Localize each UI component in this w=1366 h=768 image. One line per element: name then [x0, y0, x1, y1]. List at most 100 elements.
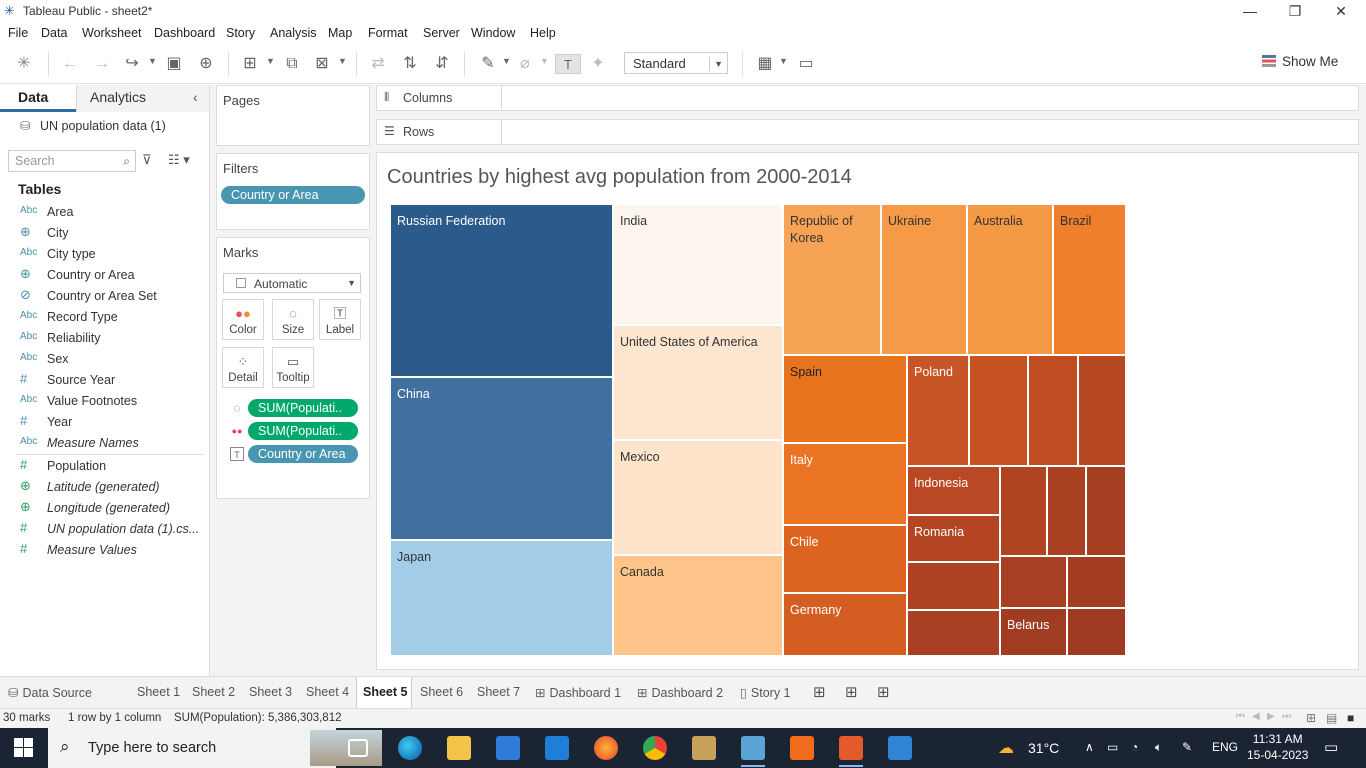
menu-worksheet[interactable]: Worksheet	[82, 26, 142, 40]
notification-icon[interactable]: ▭	[1324, 739, 1339, 756]
minimize-icon[interactable]: —	[1243, 3, 1257, 19]
filter-fields-icon[interactable]: ⊽	[142, 152, 152, 167]
store-icon[interactable]	[496, 736, 520, 760]
volume-icon[interactable]: 🔈︎	[1155, 740, 1163, 754]
field-population[interactable]: # Population	[20, 457, 107, 473]
treemap-cell[interactable]	[1028, 355, 1078, 466]
new-worksheet-dropdown-icon[interactable]: ▼	[266, 56, 275, 66]
task-view-icon[interactable]	[348, 739, 368, 757]
menu-story[interactable]: Story	[226, 26, 256, 40]
treemap-cell[interactable]: Russian Federation	[390, 204, 613, 377]
field-longitude[interactable]: ⊕ Longitude (generated)	[20, 499, 171, 515]
edge-icon[interactable]	[398, 736, 422, 760]
restore-icon[interactable]: ❐	[1288, 3, 1302, 19]
clear-sheet-icon[interactable]: ⊠	[315, 55, 329, 72]
file-explorer-icon[interactable]	[447, 736, 471, 760]
show-me-button[interactable]: Show Me	[1262, 54, 1338, 74]
treemap-cell[interactable]: Brazil	[1053, 204, 1126, 355]
filmstrip-icon[interactable]: ▤	[1326, 711, 1338, 725]
tooltip-button[interactable]: ▭ Tooltip	[272, 347, 314, 388]
pen-icon[interactable]: ✎	[1182, 740, 1193, 754]
group-members-icon[interactable]: ⌀	[520, 55, 530, 72]
field-country-or-area-set[interactable]: ⊘ Country or Area Set	[20, 287, 157, 303]
sort-descending-icon[interactable]: ⇵	[435, 55, 449, 72]
columns-shelf[interactable]: ⦀ Columns	[376, 85, 1359, 111]
field-source-year[interactable]: # Source Year	[20, 371, 116, 387]
tab-sheet-6[interactable]: Sheet 6	[420, 685, 464, 699]
fix-axes-icon[interactable]: ✦	[591, 55, 605, 72]
field-sex[interactable]: Abc Sex	[20, 352, 69, 366]
collapse-pane-icon[interactable]: ‹	[193, 89, 198, 105]
next-page-icon[interactable]: ▶	[1267, 711, 1275, 722]
show-mark-labels-icon[interactable]: T	[555, 54, 581, 74]
sheet-title[interactable]: Countries by highest avg population from…	[387, 166, 852, 188]
treemap-cell[interactable]: United States of America	[613, 325, 783, 440]
treemap-cell[interactable]	[1067, 608, 1126, 656]
treemap-cell[interactable]	[1047, 466, 1086, 556]
redo-icon[interactable]: →	[94, 55, 110, 72]
windows-start-icon[interactable]	[14, 738, 34, 758]
treemap-cell[interactable]	[1067, 556, 1126, 608]
size-pill-sum-population[interactable]: SUM(Populati..	[248, 399, 358, 417]
tab-data[interactable]: Data	[18, 89, 49, 105]
chrome-icon[interactable]	[643, 736, 667, 760]
pages-card[interactable]: Pages	[216, 85, 370, 146]
show-cards-icon[interactable]: ▦	[757, 55, 773, 72]
datasource-item[interactable]: ⛁ UN population data (1)	[20, 118, 166, 133]
treemap-cell[interactable]	[1086, 466, 1126, 556]
language-indicator[interactable]: ENG	[1212, 740, 1239, 754]
new-story-tab-icon[interactable]: ⊞	[877, 684, 890, 701]
label-pill-country[interactable]: Country or Area	[248, 445, 358, 463]
group-dropdown-icon[interactable]: ▼	[540, 56, 549, 66]
color-pill-sum-population[interactable]: SUM(Populati..	[248, 422, 358, 440]
tab-dashboard-2[interactable]: ⊞ Dashboard 2	[637, 686, 724, 700]
wifi-icon[interactable]: ◔	[1131, 740, 1139, 754]
new-dashboard-tab-icon[interactable]: ⊞	[845, 684, 858, 701]
photos-icon[interactable]	[888, 736, 912, 760]
sort-ascending-icon[interactable]: ⇅	[403, 55, 417, 72]
treemap-cell[interactable]: Republic of Korea	[783, 204, 881, 355]
treemap-cell[interactable]	[1000, 556, 1067, 608]
taskbar-search[interactable]: ⌕ Type here to search	[48, 728, 382, 768]
treemap-cell[interactable]: Italy	[783, 443, 907, 525]
field-latitude[interactable]: ⊕ Latitude (generated)	[20, 478, 160, 494]
field-measure-names[interactable]: Abc Measure Names	[20, 436, 139, 450]
menu-help[interactable]: Help	[530, 26, 556, 40]
color-button[interactable]: ●● Color	[222, 299, 264, 340]
treemap-cell[interactable]: Mexico	[613, 440, 783, 555]
highlight-icon[interactable]: ✎	[481, 55, 495, 72]
field-city-type[interactable]: Abc City type	[20, 247, 96, 261]
treemap-cell[interactable]	[907, 610, 1000, 656]
tab-sheet-2[interactable]: Sheet 2	[192, 685, 236, 699]
tableau-taskbar-icon[interactable]	[741, 736, 765, 767]
view-fields-icon[interactable]: ☷ ▾	[168, 152, 190, 167]
tab-analytics[interactable]: Analytics	[90, 89, 147, 105]
tab-data-source[interactable]: ⛁ Data Source	[8, 686, 92, 700]
field-area[interactable]: Abc Area	[20, 205, 74, 219]
field-measure-values[interactable]: # Measure Values	[20, 541, 137, 557]
clock[interactable]: 11:31 AM 15-04-2023	[1247, 731, 1308, 763]
field-record-count[interactable]: # UN population data (1).cs...	[20, 520, 200, 536]
menu-map[interactable]: Map	[328, 26, 353, 40]
search-input[interactable]	[15, 151, 115, 171]
treemap-cell[interactable]: China	[390, 377, 613, 540]
treemap-cell[interactable]: Ukraine	[881, 204, 967, 355]
tab-dashboard-1[interactable]: ⊞ Dashboard 1	[535, 686, 622, 700]
archive-icon[interactable]	[692, 736, 716, 760]
treemap-cell[interactable]: Germany	[783, 593, 907, 656]
treemap-cell[interactable]: Canada	[613, 555, 783, 656]
detail-button[interactable]: ⁘ Detail	[222, 347, 264, 388]
new-worksheet-icon[interactable]: ⊞	[243, 55, 257, 72]
tab-sheet-7[interactable]: Sheet 7	[477, 685, 521, 699]
new-datasource-icon[interactable]: ⊕	[199, 55, 213, 72]
field-country-or-area[interactable]: ⊕ Country or Area	[20, 266, 135, 282]
last-page-icon[interactable]: ⏭	[1282, 711, 1291, 722]
tab-sheet-1[interactable]: Sheet 1	[137, 685, 181, 699]
show-cards-dropdown-icon[interactable]: ▼	[779, 56, 788, 66]
fit-dropdown[interactable]: Standard ▼	[624, 52, 728, 74]
undo-icon[interactable]: ←	[62, 55, 78, 72]
treemap-chart[interactable]: Russian Federation China Japan India Uni…	[390, 204, 1126, 656]
treemap-cell[interactable]: Poland	[907, 355, 969, 466]
menu-window[interactable]: Window	[471, 26, 516, 40]
field-reliability[interactable]: Abc Reliability	[20, 331, 101, 345]
